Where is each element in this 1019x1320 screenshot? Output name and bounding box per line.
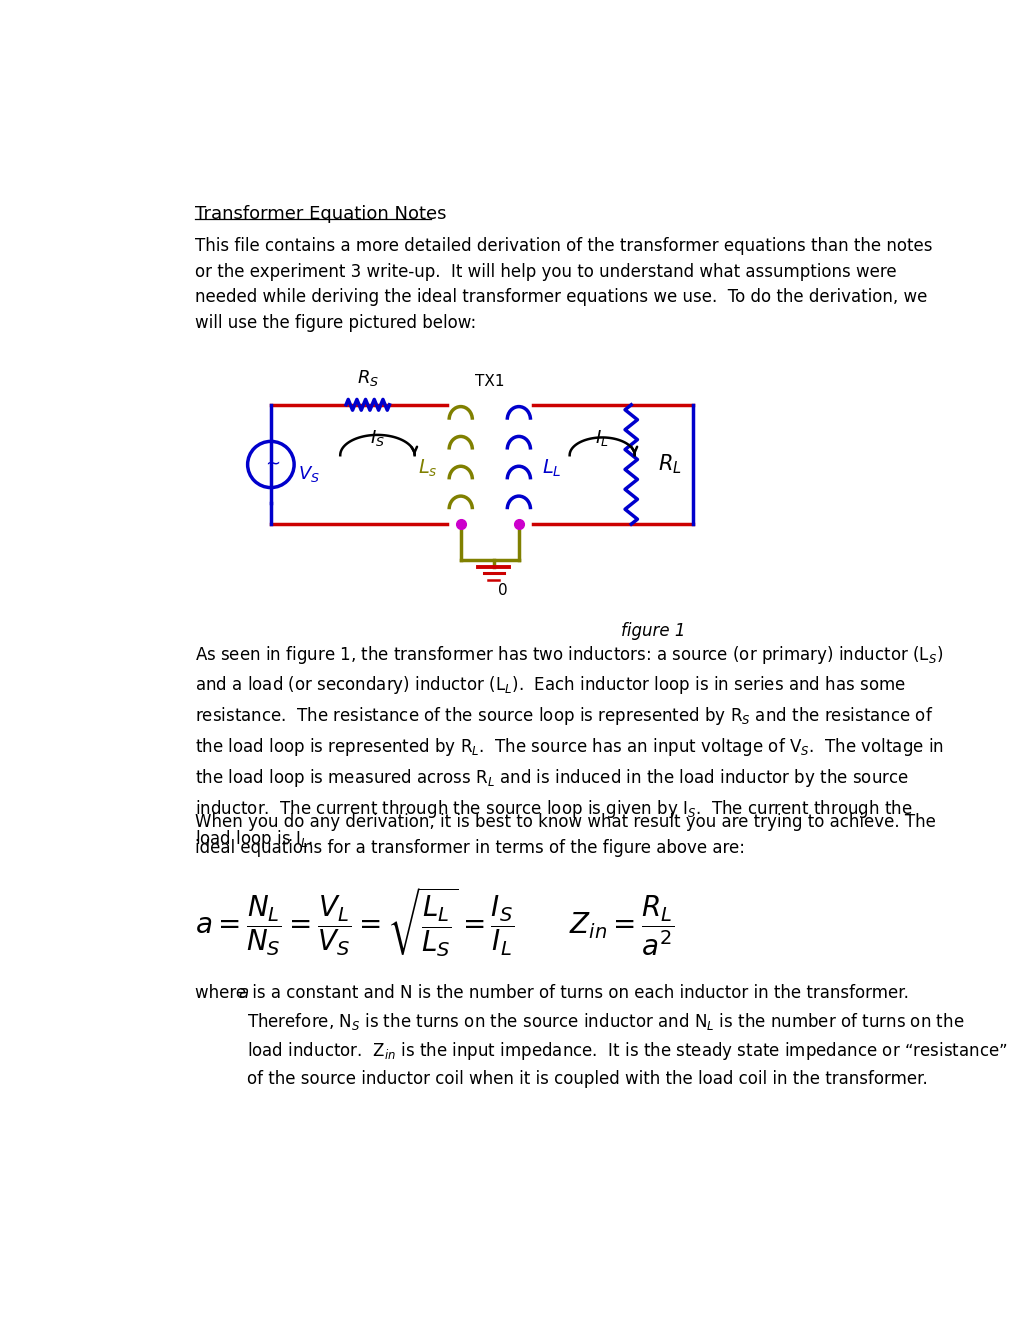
Text: figure 1: figure 1 <box>621 622 685 640</box>
Text: As seen in figure 1, the transformer has two inductors: a source (or primary) in: As seen in figure 1, the transformer has… <box>195 644 943 850</box>
Text: where: where <box>195 983 251 1002</box>
Text: $I_L$: $I_L$ <box>595 428 608 447</box>
Text: $L_s$: $L_s$ <box>418 458 437 479</box>
Text: $a = \dfrac{N_L}{N_S} = \dfrac{V_L}{V_S} = \sqrt{\dfrac{L_L}{L_S}} = \dfrac{I_S}: $a = \dfrac{N_L}{N_S} = \dfrac{V_L}{V_S}… <box>195 886 674 960</box>
Text: $V_S$: $V_S$ <box>298 463 320 483</box>
Text: $\sim$: $\sim$ <box>261 453 280 471</box>
Text: TX1: TX1 <box>475 375 504 389</box>
Text: $L_L$: $L_L$ <box>541 458 560 479</box>
Text: $I_S$: $I_S$ <box>370 428 384 447</box>
Text: is a constant and N is the number of turns on each inductor in the transformer.
: is a constant and N is the number of tur… <box>248 983 1007 1088</box>
Text: a: a <box>238 983 249 1002</box>
Text: $R_S$: $R_S$ <box>357 368 378 388</box>
Text: 0: 0 <box>497 583 506 598</box>
Text: $R_L$: $R_L$ <box>657 453 682 477</box>
Text: This file contains a more detailed derivation of the transformer equations than : This file contains a more detailed deriv… <box>195 238 931 333</box>
Text: Transformer Equation Notes: Transformer Equation Notes <box>195 205 445 223</box>
Text: When you do any derivation, it is best to know what result you are trying to ach: When you do any derivation, it is best t… <box>195 813 934 857</box>
